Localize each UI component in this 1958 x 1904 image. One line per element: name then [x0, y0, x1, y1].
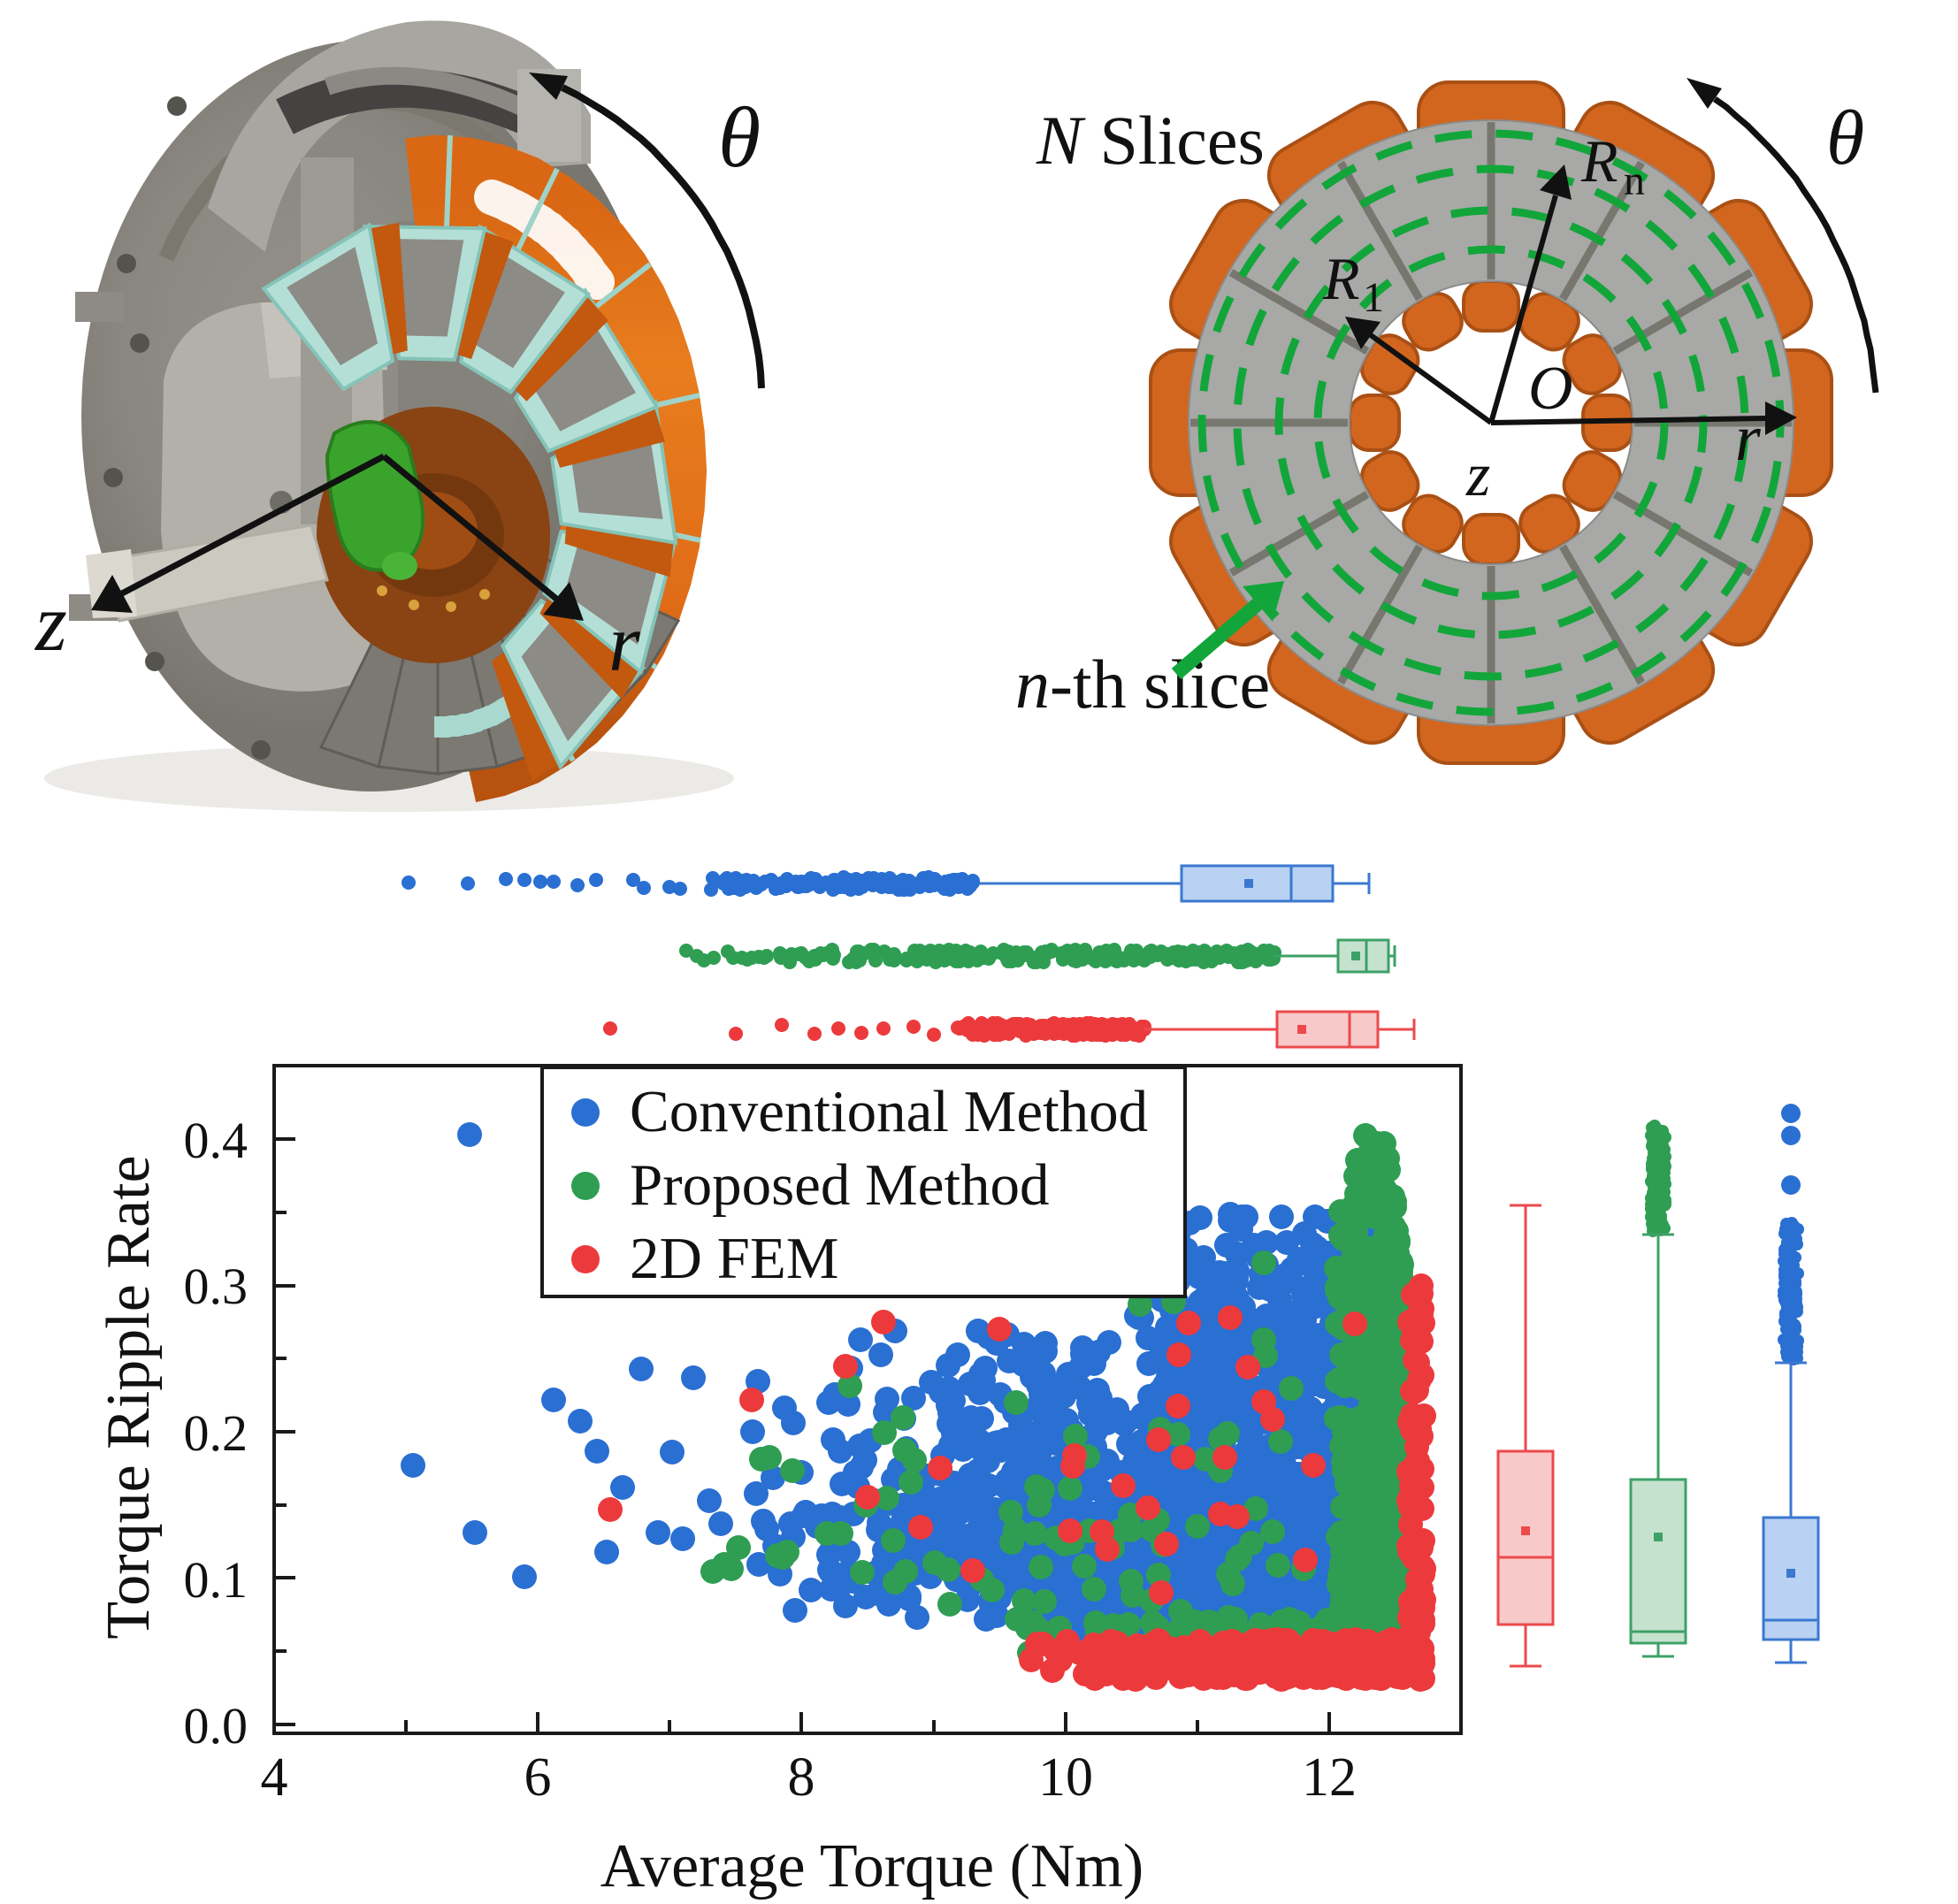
- svg-text:n-th slice: n-th slice: [1015, 646, 1270, 723]
- svg-text:z: z: [34, 577, 67, 668]
- svg-text:r: r: [1735, 402, 1762, 475]
- svg-text:N Slices: N Slices: [1036, 102, 1265, 179]
- svg-text:r: r: [608, 598, 641, 688]
- svg-text:θ: θ: [1826, 96, 1864, 181]
- svg-text:R: R: [1580, 127, 1618, 195]
- svg-text:n: n: [1624, 157, 1645, 204]
- svg-text:R: R: [1322, 245, 1360, 312]
- svg-text:θ: θ: [718, 90, 761, 186]
- svg-text:O: O: [1528, 355, 1573, 423]
- svg-text:1: 1: [1363, 274, 1384, 321]
- svg-text:z: z: [1465, 441, 1490, 509]
